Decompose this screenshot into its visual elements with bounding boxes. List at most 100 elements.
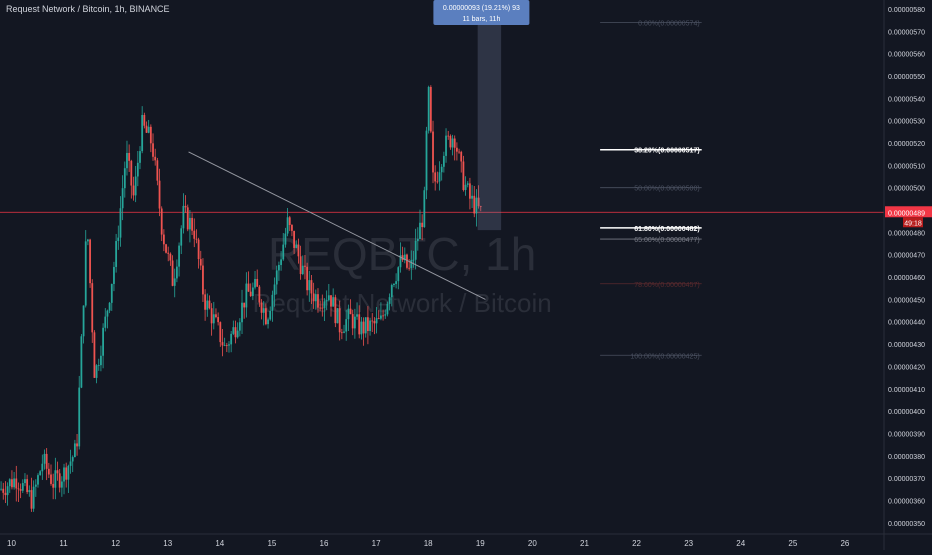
candle-body (171, 260, 174, 286)
candle-body (267, 319, 269, 325)
candle-body (438, 172, 441, 182)
candle-body (477, 197, 480, 207)
candle-body (460, 151, 463, 162)
candle-body (353, 316, 356, 329)
candle-body (458, 151, 460, 153)
candle-body (17, 488, 20, 490)
candle-body (421, 222, 424, 228)
candle-body (230, 333, 233, 345)
candle-body (245, 283, 248, 308)
y-tick-label: 0.00000390 (888, 431, 925, 438)
candle-body (43, 453, 46, 464)
candle-body (247, 283, 250, 292)
candle-body (145, 125, 148, 133)
candle-body (208, 300, 211, 309)
candle-body (15, 478, 18, 489)
candle-body (462, 161, 465, 190)
candle-body (249, 291, 252, 297)
candle-body (419, 222, 421, 239)
candle-body (369, 320, 371, 331)
candle-body (104, 316, 107, 328)
candle-body (76, 443, 78, 447)
x-tick-label: 17 (372, 539, 381, 548)
candle-body (134, 176, 137, 196)
candle-body (236, 330, 239, 338)
x-tick-label: 15 (267, 539, 276, 548)
candle-body (479, 206, 482, 207)
candle-body (243, 302, 246, 308)
candle-body (195, 238, 198, 240)
candle-body (464, 184, 467, 190)
candle-body (440, 166, 443, 173)
fib-level-label: 50.00%(0.00000500) (634, 186, 699, 193)
candle-body (397, 267, 400, 282)
x-tick-label: 14 (215, 539, 224, 548)
candle-body (327, 295, 330, 301)
x-tick-label: 16 (320, 539, 329, 548)
watermark-symbol: REQBTC, 1h (268, 228, 536, 280)
x-tick-label: 22 (632, 539, 641, 548)
candle-body (206, 300, 209, 310)
candle-body (325, 300, 328, 302)
x-tick-label: 24 (736, 539, 745, 548)
candle-body (338, 308, 341, 333)
candle-body (149, 126, 152, 144)
candle-body (11, 479, 13, 488)
measure-label-line2: 11 bars, 11h (462, 16, 500, 23)
candle-body (219, 322, 222, 343)
candle-body (475, 197, 478, 214)
candle-body (471, 195, 473, 199)
candle-body (260, 302, 263, 313)
candle-body (221, 342, 224, 346)
candle-body (106, 310, 109, 317)
candle-body (388, 297, 391, 304)
candle-body (189, 217, 191, 230)
candle-body (310, 280, 313, 294)
candle-body (121, 188, 124, 209)
y-tick-label: 0.00000580 (888, 7, 925, 14)
candle-body (358, 314, 361, 335)
y-tick-label: 0.00000370 (888, 476, 925, 483)
candle-body (158, 180, 161, 209)
candle-body (37, 475, 39, 485)
candle-body (295, 244, 298, 248)
candle-body (84, 241, 87, 306)
candle-body (58, 473, 61, 488)
candle-body (469, 183, 471, 199)
candle-body (100, 355, 102, 366)
candle-body (165, 244, 167, 253)
candle-body (434, 172, 437, 182)
candle-body (30, 490, 33, 509)
candle-body (178, 245, 180, 267)
candle-body (182, 205, 185, 229)
candle-body (451, 138, 454, 148)
candle-body (317, 294, 319, 308)
candle-body (343, 331, 345, 333)
candle-body (349, 308, 352, 315)
measure-range-box[interactable] (477, 22, 502, 231)
candle-body (19, 489, 22, 491)
candle-body (282, 244, 285, 260)
candle-body (119, 208, 122, 238)
fib-level-label: 38.20%(0.00000517) (634, 148, 699, 155)
candle-body (102, 327, 104, 356)
y-tick-label: 0.00000450 (888, 297, 925, 304)
fib-level-label: 100.00%(0.00000425) (630, 353, 699, 360)
candle-body (473, 195, 476, 214)
x-tick-label: 25 (788, 539, 797, 548)
candle-body (319, 307, 322, 309)
candle-body (128, 152, 131, 161)
y-tick-label: 0.00000400 (888, 409, 925, 416)
measure-label-line1: 0.00000093 (19.21%) 93 (443, 5, 520, 12)
candle-body (156, 160, 159, 181)
measure-label-box (433, 0, 530, 25)
candle-body (50, 474, 52, 484)
candle-body (80, 336, 83, 388)
candle-body (67, 465, 70, 480)
trendline[interactable] (188, 151, 486, 300)
candle-body (254, 279, 256, 288)
candle-body (347, 308, 350, 320)
candle-body (110, 283, 113, 303)
